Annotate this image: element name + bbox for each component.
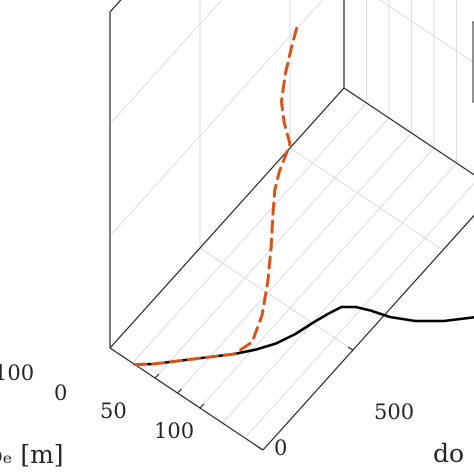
box-edge (109, 87, 345, 349)
x-tick-label: 100 (0, 361, 34, 385)
grid-line (109, 0, 324, 237)
grid-line (132, 102, 367, 364)
x-tick-label: 100 (154, 419, 194, 443)
y-tick-mark (347, 346, 354, 351)
grid-line (109, 0, 223, 125)
axes-box (109, 0, 474, 451)
series-group (133, 21, 474, 366)
grid-line (109, 0, 122, 13)
y-tick-label: 500 (374, 400, 414, 424)
grid-line (343, 87, 474, 176)
x-tick-mark (154, 373, 160, 379)
grid-lines (109, 0, 474, 451)
x-tick-mark (199, 403, 205, 409)
axis-labels: ρₑ [m] do (0, 439, 464, 469)
grid-line (177, 132, 412, 394)
x-tick-mark (177, 388, 182, 394)
grid-line (379, 0, 474, 64)
grid-line (199, 147, 435, 409)
grid-line (289, 147, 444, 251)
x-tick-label: 50 (100, 399, 127, 423)
grid-line (199, 247, 354, 351)
grid-line (222, 162, 457, 424)
box-edge (109, 0, 122, 13)
y-tick-label: 0 (274, 436, 287, 460)
y-axis-label: do (433, 439, 464, 468)
box-edge (343, 87, 474, 176)
x-tick-label: 0 (54, 381, 67, 405)
y-tick-mark (257, 446, 264, 451)
y-axis-line (262, 214, 474, 451)
tick-labels: 100 0 50 100 0 500 (0, 361, 414, 460)
series-dashed-line (133, 21, 300, 366)
series-solid-line (133, 305, 474, 366)
x-axis-label: ρₑ [m] (0, 440, 64, 469)
